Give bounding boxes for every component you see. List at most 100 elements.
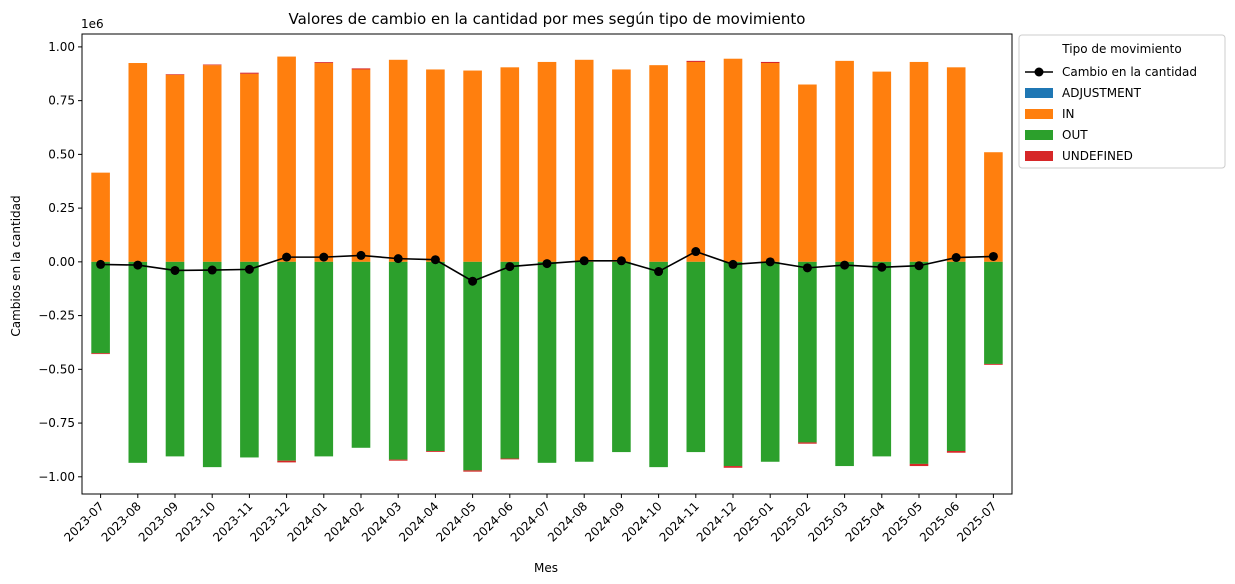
- y-tick-label: 1.00: [48, 40, 75, 54]
- net-change-point: [951, 253, 961, 263]
- bar-in: [984, 152, 1003, 262]
- bar-undefined: [202, 64, 222, 66]
- net-change-point: [691, 247, 701, 257]
- y-tick-label: 0.00: [48, 255, 75, 269]
- legend-frame: [1018, 34, 1226, 169]
- bar-undefined: [91, 353, 110, 355]
- bar-in: [835, 60, 854, 262]
- bar-undefined: [760, 61, 780, 64]
- bar-out: [351, 261, 371, 448]
- bar-in: [537, 61, 557, 262]
- bar-undefined: [388, 459, 408, 461]
- bar-out: [314, 261, 334, 457]
- net-change-point: [765, 257, 775, 267]
- bar-in: [872, 71, 892, 262]
- legend-label: IN: [1062, 107, 1075, 121]
- legend-swatch: [1025, 88, 1053, 98]
- bar-out: [426, 261, 445, 452]
- bar-out: [388, 261, 408, 460]
- legend-line-marker: [1034, 67, 1044, 77]
- bar-out: [909, 261, 929, 464]
- bar-in: [463, 70, 482, 262]
- legend-label: Cambio en la cantidad: [1062, 65, 1197, 79]
- bar-out: [91, 261, 110, 354]
- y-tick-label: −1.00: [38, 470, 75, 484]
- bar-in: [686, 61, 706, 262]
- bar-in: [909, 61, 929, 262]
- legend-swatch: [1025, 109, 1053, 119]
- net-change-point: [468, 276, 478, 286]
- bar-in: [574, 59, 594, 262]
- net-change-point: [579, 256, 589, 266]
- net-change-point: [356, 250, 366, 260]
- bar-in: [91, 172, 110, 262]
- bar-out: [463, 261, 482, 471]
- bar-undefined: [984, 363, 1003, 365]
- bar-undefined: [798, 442, 817, 444]
- bar-out: [872, 261, 892, 457]
- net-change-point: [505, 262, 515, 272]
- bar-undefined: [351, 68, 371, 70]
- y-scale-label: 1e6: [81, 17, 104, 31]
- bar-in: [760, 63, 780, 262]
- bar-undefined: [500, 458, 520, 460]
- bar-in: [500, 67, 520, 262]
- bar-out: [946, 261, 966, 452]
- bar-undefined: [909, 463, 929, 467]
- bar-undefined: [946, 451, 966, 453]
- bar-in: [240, 73, 259, 262]
- chart-title: Valores de cambio en la cantidad por mes…: [289, 10, 806, 28]
- bar-undefined: [426, 451, 445, 452]
- net-change-point: [393, 254, 403, 264]
- bar-out: [202, 261, 222, 468]
- legend-label: UNDEFINED: [1062, 149, 1133, 163]
- bar-undefined: [686, 60, 706, 62]
- bar-in: [351, 69, 371, 262]
- y-tick-label: 0.25: [48, 201, 75, 215]
- bar-undefined: [723, 466, 743, 468]
- bar-out: [277, 261, 296, 461]
- net-change-point: [282, 252, 292, 262]
- net-change-point: [914, 261, 924, 271]
- bar-in: [314, 63, 334, 262]
- y-tick-label: 0.75: [48, 94, 75, 108]
- bar-in: [388, 59, 408, 262]
- legend-swatch: [1025, 130, 1053, 140]
- y-tick-label: −0.50: [38, 362, 75, 376]
- net-change-point: [170, 265, 180, 275]
- bar-out: [612, 261, 631, 453]
- bar-undefined: [240, 72, 259, 74]
- net-change-point: [802, 263, 812, 273]
- bars-layer: [91, 56, 1003, 472]
- bar-out: [240, 261, 259, 458]
- bar-out: [798, 261, 817, 443]
- y-tick-label: −0.75: [38, 416, 75, 430]
- legend-swatch: [1025, 151, 1053, 161]
- net-change-point: [207, 265, 217, 275]
- legend-title: Tipo de movimiento: [1061, 42, 1181, 56]
- bar-undefined: [277, 460, 296, 463]
- y-tick-label: 0.50: [48, 147, 75, 161]
- bar-in: [277, 56, 296, 262]
- bar-out: [984, 261, 1003, 364]
- bar-out: [574, 261, 594, 462]
- y-tick-label: −0.25: [38, 309, 75, 323]
- bar-in: [649, 65, 668, 262]
- bar-out: [128, 261, 148, 463]
- legend: Tipo de movimiento Cambio en la cantidad A…: [1018, 34, 1226, 169]
- net-change-point: [988, 251, 998, 261]
- line-layer: [96, 247, 998, 286]
- net-change-point: [877, 262, 887, 272]
- bar-undefined: [165, 74, 185, 75]
- bar-undefined: [314, 62, 334, 64]
- bar-out: [537, 261, 557, 463]
- bar-out: [723, 261, 743, 467]
- bar-in: [723, 58, 743, 262]
- y-axis-label: Cambios en la cantidad: [9, 195, 23, 336]
- legend-label: ADJUSTMENT: [1062, 86, 1142, 100]
- bar-in: [612, 69, 631, 262]
- net-change-point: [542, 259, 552, 269]
- bar-out: [835, 261, 854, 467]
- net-change-point: [430, 255, 440, 265]
